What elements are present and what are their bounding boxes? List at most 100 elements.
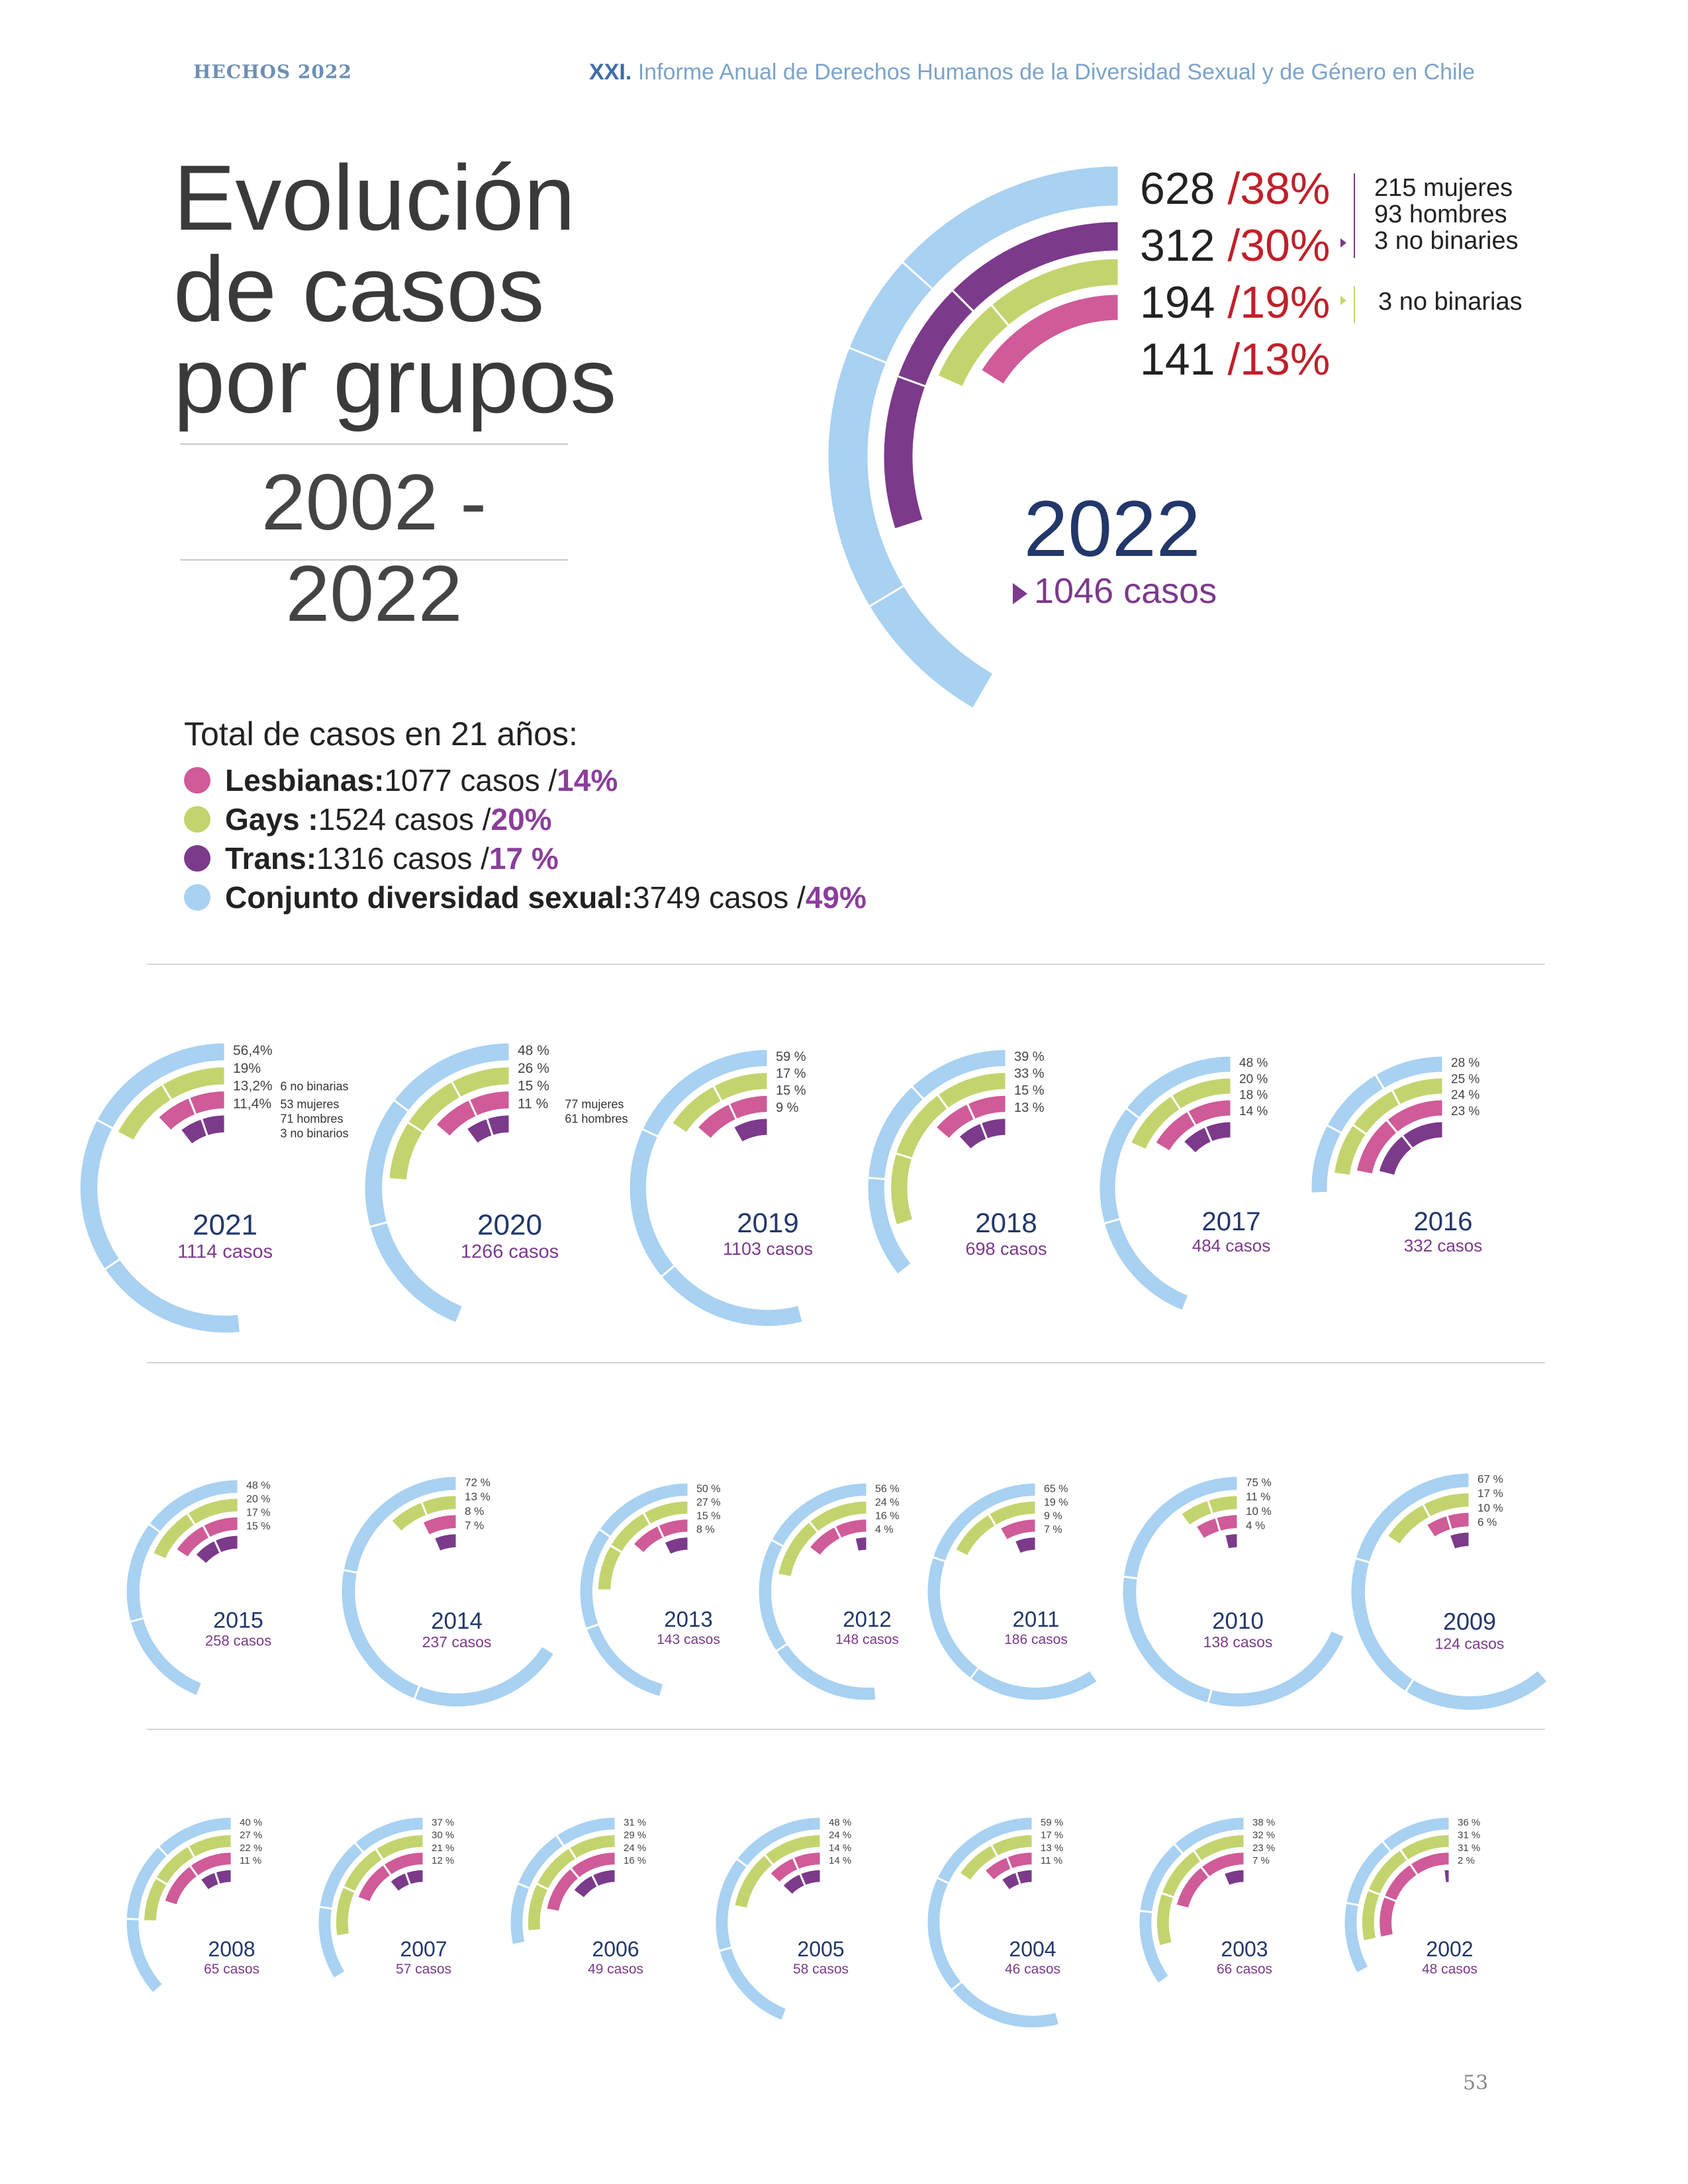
- year-2014-pct-gays: 13 %: [465, 1490, 491, 1503]
- year-2005-arc-gays-1: [733, 1852, 775, 1910]
- year-2020-pct-lesbianas: 15 %: [518, 1079, 549, 1094]
- year-2005-pct-gays: 24 %: [829, 1830, 851, 1841]
- main-value-conjunto-pct: /38%: [1227, 163, 1331, 214]
- year-2021-arc-conjunto-0: [95, 1041, 226, 1130]
- year-2020-note-0-0: 77 mujeres: [565, 1098, 624, 1111]
- title-line-1: Evolución: [173, 146, 576, 250]
- year-2018-arc-gays-0: [936, 1071, 1008, 1111]
- year-2015-pct-conjunto: 48 %: [246, 1480, 270, 1491]
- year-2014-arc-gays-0: [420, 1494, 458, 1518]
- year-2011-arc-trans-0: [1013, 1535, 1037, 1556]
- main-arc-gays-0: [990, 257, 1120, 328]
- year-2020-pct-trans: 11 %: [518, 1097, 548, 1112]
- year-2020-arc-conjunto-2: [368, 1220, 465, 1325]
- year-2013-arc-lesbianas-1: [631, 1524, 665, 1555]
- year-2013-arc-conjunto-1: [578, 1527, 612, 1631]
- year-2017-arc-lesbianas-0: [1186, 1098, 1233, 1128]
- year-2011-cases: 186 casos: [1004, 1632, 1068, 1647]
- legend-item-gays: Gays : 1524 casos / 20%: [184, 801, 552, 837]
- year-2002-arc-gays-1: [1366, 1848, 1409, 1897]
- year-2018-arc-lesbianas-1: [933, 1102, 976, 1141]
- year-2020-pct-conjunto: 48 %: [518, 1043, 549, 1058]
- year-2005-pct-trans: 14 %: [829, 1855, 851, 1866]
- year-2012-arc-lesbianas-1: [807, 1524, 843, 1558]
- title-line-2: de casos: [173, 237, 545, 341]
- year-2014-pct-conjunto: 72 %: [465, 1476, 491, 1488]
- year-2010-arc-gays-1: [1179, 1498, 1214, 1527]
- year-2011-arc-conjunto-1: [925, 1555, 980, 1680]
- year-2003-label: 2003: [1221, 1937, 1268, 1961]
- year-2007-arc-lesbianas-0: [381, 1850, 425, 1878]
- year-2017-label: 2017: [1202, 1207, 1261, 1236]
- title-rule-bottom: [180, 559, 568, 561]
- year-2003-arc-lesbianas-0: [1199, 1850, 1246, 1879]
- note-trans-line-3: 3 no binaries: [1374, 227, 1519, 255]
- year-2010-arc-conjunto-0: [1121, 1475, 1239, 1580]
- year-2002-pct-conjunto: 36 %: [1458, 1817, 1480, 1829]
- year-2006-arc-conjunto-2: [508, 1882, 532, 1946]
- year-2007-arc-gays-1: [341, 1846, 385, 1894]
- year-2021-arc-lesbianas-1: [156, 1096, 197, 1133]
- year-2004-arc-gays-0: [990, 1833, 1034, 1858]
- year-2016-pct-gays: 25 %: [1451, 1072, 1479, 1086]
- year-2004-arc-conjunto-0: [935, 1815, 1034, 1885]
- year-2018-arc-conjunto-0: [910, 1048, 1008, 1101]
- year-2018-pct-conjunto: 39 %: [1014, 1050, 1045, 1064]
- year-2017-arc-trans-0: [1203, 1120, 1233, 1144]
- year-2015-arc-trans-0: [213, 1533, 240, 1555]
- year-2009-pct-trans: 6 %: [1477, 1516, 1497, 1529]
- year-2010-cases: 138 casos: [1203, 1633, 1273, 1651]
- year-2004-arc-conjunto-1: [925, 1876, 964, 1992]
- main-value-conjunto-num: 628: [1140, 163, 1215, 214]
- year-2003-arc-conjunto-2: [1137, 1909, 1171, 1985]
- main-arc-gays-1: [935, 303, 1011, 389]
- year-2011-pct-conjunto: 65 %: [1044, 1483, 1068, 1494]
- year-2004-cases: 46 casos: [1005, 1962, 1060, 1977]
- year-2012-arc-conjunto-0: [769, 1481, 868, 1548]
- year-2017-arc-trans-1: [1181, 1125, 1213, 1156]
- year-2020-arc-trans-0: [485, 1113, 511, 1138]
- year-2008-pct-conjunto: 40 %: [240, 1817, 262, 1829]
- year-2021-pct-lesbianas: 13,2%: [233, 1079, 273, 1094]
- note-trans-bar: [1354, 173, 1355, 258]
- year-2013-pct-conjunto: 50 %: [696, 1483, 720, 1494]
- year-2014-arc-trans-0: [432, 1532, 458, 1553]
- year-2007-arc-lesbianas-1: [355, 1862, 393, 1904]
- year-2003-pct-lesbianas: 23 %: [1252, 1843, 1275, 1854]
- year-2012-arc-conjunto-1: [757, 1538, 789, 1653]
- year-2016-arc-gays-1: [1351, 1088, 1401, 1136]
- year-2020-arc-lesbianas-1: [434, 1098, 479, 1138]
- legend-dot-lesbianas: [184, 767, 211, 794]
- year-2015-arc-conjunto-0: [147, 1478, 240, 1534]
- year-2021-arc-conjunto-2: [103, 1257, 242, 1335]
- main-arc-conjunto-3: [867, 584, 996, 711]
- year-2011-arc-gays-1: [953, 1512, 998, 1558]
- year-2021-arc-conjunto-1: [78, 1118, 122, 1271]
- main-value-gays-num: 194: [1140, 277, 1215, 328]
- year-2004-pct-gays: 17 %: [1041, 1830, 1063, 1841]
- main-arc-conjunto-1: [847, 260, 935, 365]
- year-2013-arc-gays-2: [596, 1543, 624, 1592]
- year-2014-pct-lesbianas: 8 %: [465, 1505, 484, 1518]
- year-2006-arc-trans-1: [571, 1873, 600, 1900]
- year-2017-arc-conjunto-1: [1098, 1106, 1141, 1225]
- year-2019-pct-trans: 9 %: [776, 1101, 799, 1115]
- year-2015-arc-trans-1: [193, 1539, 222, 1566]
- year-2019-arc-lesbianas-1: [695, 1102, 738, 1141]
- year-2018-arc-conjunto-2: [866, 1177, 914, 1277]
- legend-cases-lesbianas: 1077 casos /: [384, 763, 557, 797]
- year-2021-note-1-2: 3 no binarios: [280, 1127, 348, 1140]
- year-2021-pct-trans: 11,4%: [233, 1097, 271, 1112]
- year-2007-arc-conjunto-0: [353, 1815, 425, 1854]
- year-2011-pct-lesbianas: 9 %: [1044, 1510, 1062, 1522]
- year-2005-arc-lesbianas-0: [791, 1850, 822, 1872]
- year-2010-arc-trans-0: [1223, 1532, 1239, 1551]
- year-2009-arc-lesbianas-1: [1425, 1514, 1453, 1539]
- year-2007-arc-trans-0: [404, 1868, 425, 1887]
- main-value-trans: 312 /30%: [1140, 220, 1330, 271]
- year-2021-arc-trans-1: [179, 1116, 209, 1146]
- year-2008-arc-gays-0: [186, 1833, 233, 1860]
- year-2005-arc-lesbianas-1: [768, 1856, 800, 1885]
- year-2006-pct-gays: 29 %: [624, 1830, 646, 1841]
- year-2003-pct-trans: 7 %: [1252, 1855, 1270, 1866]
